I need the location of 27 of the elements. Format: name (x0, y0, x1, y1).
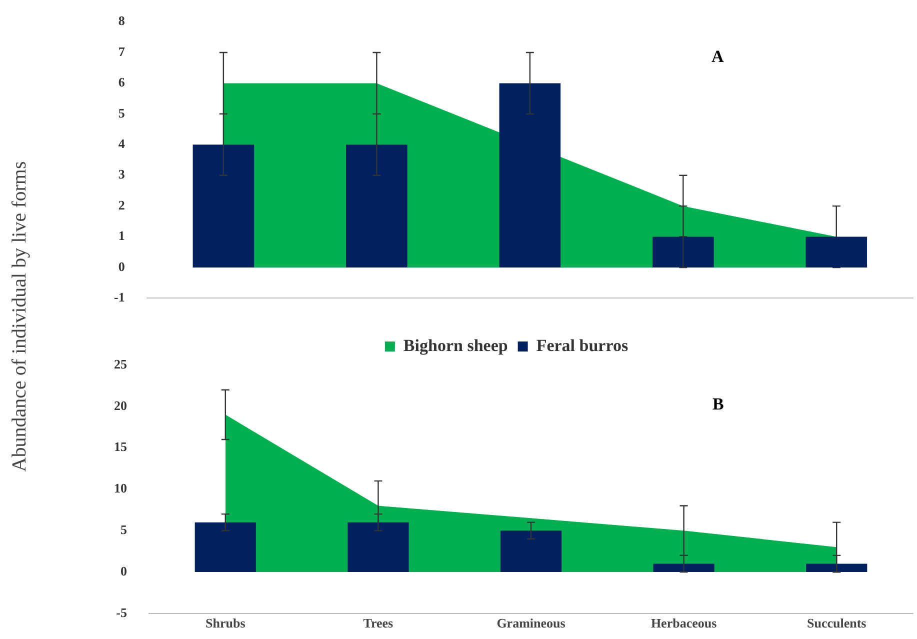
y-tick-label: 25 (114, 356, 128, 372)
y-tick-label: 7 (118, 44, 126, 59)
y-tick-label: 5 (118, 105, 126, 120)
y-tick-label: 6 (118, 74, 126, 90)
y-tick-label: 2 (118, 197, 125, 212)
y-tick-label: 3 (118, 166, 126, 182)
x-tick-label: Succulents (806, 616, 866, 631)
y-axis-title: Abundance of individual by live forms (8, 160, 32, 474)
annotation: A (711, 46, 724, 66)
annotation: B (712, 394, 724, 414)
y-tick-label: 15 (114, 439, 128, 454)
y-tick-label: 0 (118, 258, 125, 274)
x-tick-label: Trees (363, 616, 394, 631)
y-tick-label: 0 (120, 563, 127, 578)
y-tick-label: 4 (118, 136, 126, 152)
y-tick-label: -5 (116, 604, 128, 620)
y-tick-label: 5 (120, 522, 128, 537)
y-tick-label: 1 (118, 228, 125, 244)
y-tick-label: 8 (118, 13, 126, 28)
y-tick-label: 10 (114, 480, 127, 496)
y-tick-label: -1 (114, 290, 125, 305)
x-tick-label: Herbaceous (650, 616, 717, 631)
x-tick-label: Gramineous (496, 616, 566, 631)
x-tick-label: Shrubs (206, 616, 246, 631)
legend-label: Bighorn sheep (403, 336, 508, 355)
legend-label: Feral burros (536, 336, 628, 355)
y-tick-label: 20 (114, 398, 127, 413)
